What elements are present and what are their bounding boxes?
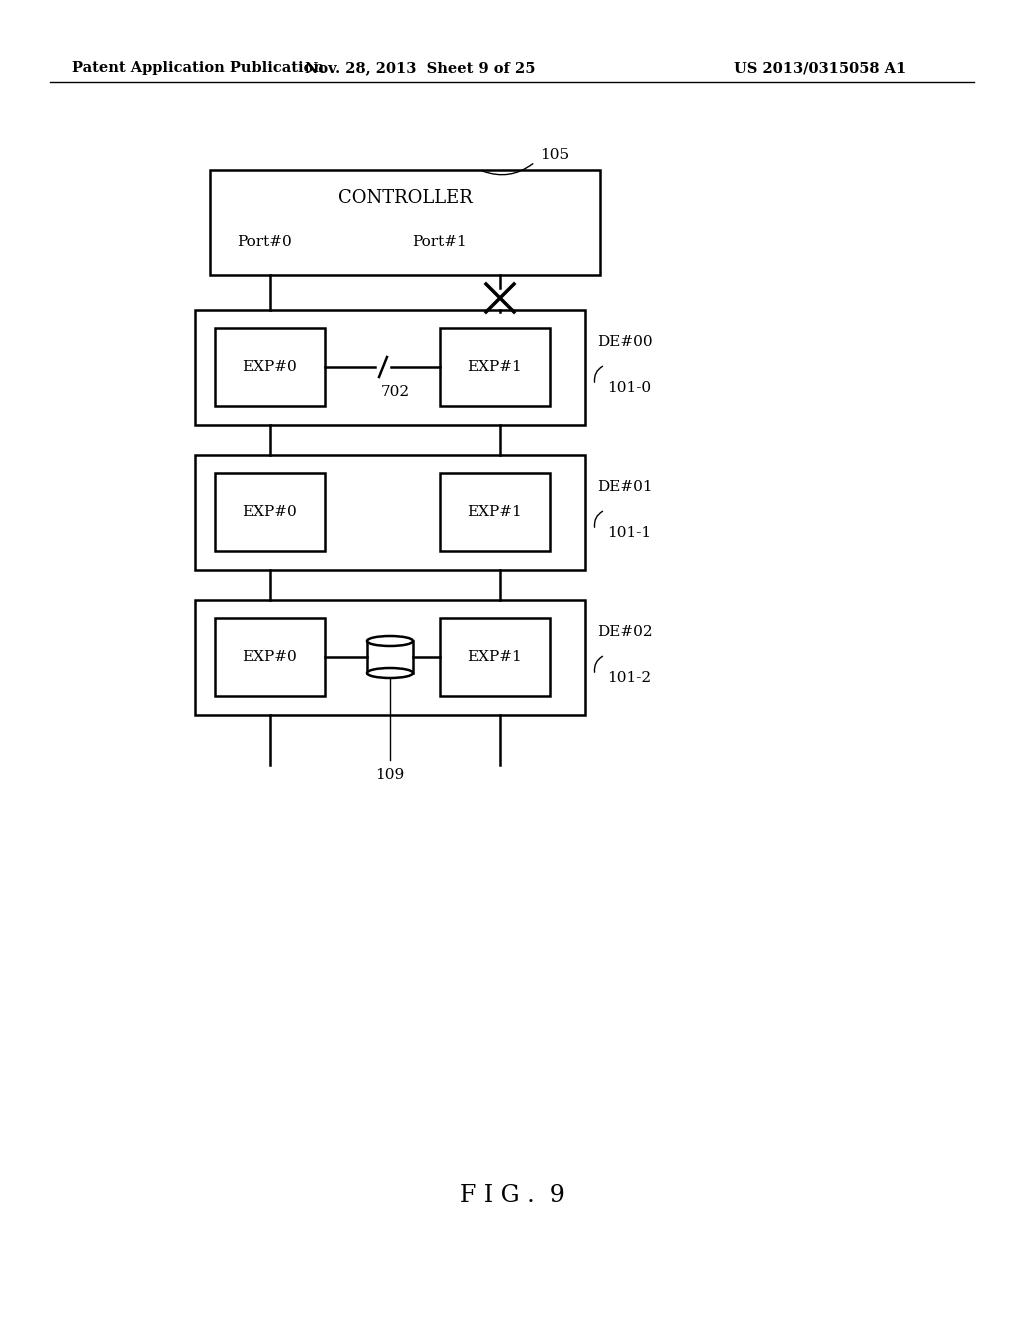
Ellipse shape [367,636,413,645]
Text: 105: 105 [540,148,569,162]
Text: EXP#0: EXP#0 [243,506,297,519]
Text: CONTROLLER: CONTROLLER [338,189,472,207]
Text: US 2013/0315058 A1: US 2013/0315058 A1 [734,61,906,75]
Text: EXP#1: EXP#1 [468,360,522,374]
FancyArrowPatch shape [482,164,532,174]
FancyArrowPatch shape [595,511,602,527]
Text: EXP#0: EXP#0 [243,360,297,374]
Text: DE#01: DE#01 [597,480,652,494]
Text: DE#00: DE#00 [597,335,652,348]
Ellipse shape [367,668,413,678]
Text: 101-2: 101-2 [607,671,651,685]
Text: Patent Application Publication: Patent Application Publication [72,61,324,75]
Text: EXP#0: EXP#0 [243,649,297,664]
FancyArrowPatch shape [595,366,602,383]
Text: 101-1: 101-1 [607,525,651,540]
Text: Port#0: Port#0 [238,235,293,249]
Bar [440,327,550,407]
FancyArrowPatch shape [595,656,602,672]
Text: Nov. 28, 2013  Sheet 9 of 25: Nov. 28, 2013 Sheet 9 of 25 [305,61,536,75]
Bar [215,473,325,550]
Bar [215,618,325,696]
Bar [210,170,600,275]
Text: 702: 702 [381,385,411,399]
Bar [215,327,325,407]
Bar [440,618,550,696]
Text: 101-0: 101-0 [607,381,651,395]
Text: EXP#1: EXP#1 [468,649,522,664]
Bar [440,473,550,550]
Text: Port#1: Port#1 [413,235,467,249]
Text: EXP#1: EXP#1 [468,506,522,519]
Text: F I G .  9: F I G . 9 [460,1184,564,1206]
Bar [367,642,413,673]
Text: DE#02: DE#02 [597,624,652,639]
Bar [195,601,585,715]
Text: 109: 109 [376,768,404,781]
Bar [195,310,585,425]
Bar [195,455,585,570]
